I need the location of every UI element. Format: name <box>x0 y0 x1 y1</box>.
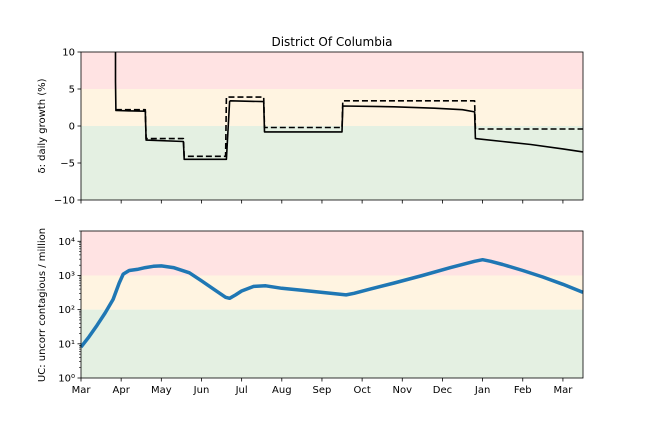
contagious-panel: 10⁰ 10¹ 10² 10³ 10⁴ Mar Apr May Jun Jul Aug Sep Oct… <box>37 228 584 396</box>
x-tick-label: Oct <box>353 385 370 396</box>
zone-band-2 <box>81 126 583 200</box>
x-tick-label: Sep <box>313 385 332 396</box>
y-tick-label: 0 <box>69 122 75 133</box>
y-tick-label: 10³ <box>58 271 75 282</box>
x-tick-label: Aug <box>272 385 292 396</box>
x-tick-label: May <box>151 385 172 396</box>
contagious-axes-frame <box>80 230 584 379</box>
zone-band-0 <box>81 52 583 89</box>
y-tick-label: −5 <box>60 159 75 170</box>
x-tick-label: Jun <box>193 385 210 396</box>
y-tick-label: 10⁰ <box>58 374 75 385</box>
x-tick-label: Jan <box>474 385 490 396</box>
zone-band-2 <box>81 309 583 378</box>
x-tick-label: Feb <box>514 385 532 396</box>
zone-band-1 <box>81 89 583 126</box>
x-tick-label: Dec <box>433 385 452 396</box>
y-tick-label: 10 <box>62 48 75 59</box>
x-tick-label: Apr <box>113 385 131 396</box>
y-tick-label: −10 <box>54 196 75 207</box>
x-tick-label: Mar <box>72 385 92 396</box>
contagious-y-axis-label: UC: uncorr contagious / million <box>37 228 48 382</box>
x-tick-label: Nov <box>393 385 413 396</box>
zone-band-0 <box>81 231 583 276</box>
y-tick-label: 10² <box>58 305 75 316</box>
y-tick-label: 10⁴ <box>58 237 75 248</box>
dashed-series-line-1 <box>115 96 583 158</box>
growth-panel: −10 −5 0 5 10 District Of Columbia δ: daily … <box>37 35 584 207</box>
solid-series-line-0 <box>79 257 584 349</box>
growth-y-axis-label: δ: daily growth (%) <box>37 78 48 173</box>
y-tick-label: 5 <box>69 85 75 96</box>
x-tick-label: Jul <box>235 385 248 396</box>
y-tick-label: 10¹ <box>58 339 75 350</box>
x-tick-label: Mar <box>553 385 573 396</box>
chart-title: District Of Columbia <box>271 35 392 49</box>
